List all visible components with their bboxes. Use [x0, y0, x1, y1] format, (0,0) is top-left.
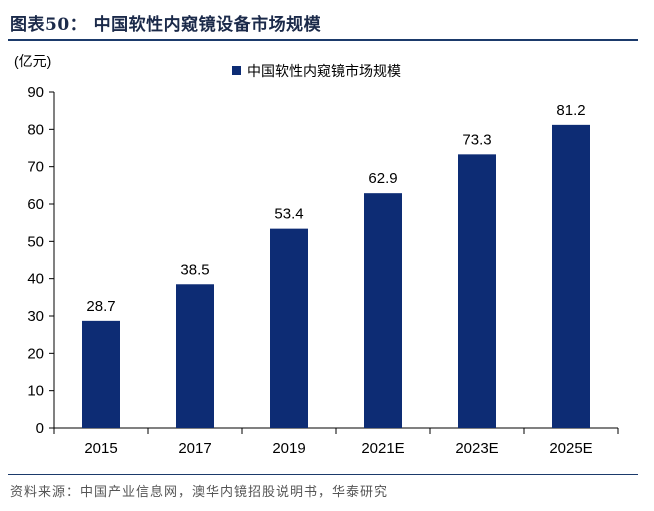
x-tick-label: 2023E	[455, 440, 498, 457]
bar	[458, 154, 496, 428]
data-label: 62.9	[368, 170, 397, 187]
y-unit-label: (亿元)	[14, 53, 51, 69]
title-rule	[8, 39, 638, 41]
y-tick-label: 20	[27, 345, 44, 362]
data-label: 53.4	[274, 206, 303, 223]
bar	[270, 228, 308, 428]
y-tick-label: 60	[27, 196, 44, 213]
y-tick-label: 70	[27, 159, 44, 176]
x-tick-label: 2015	[84, 440, 117, 457]
bar	[82, 320, 120, 428]
x-tick-label: 2025E	[549, 440, 592, 457]
bar	[176, 284, 214, 428]
bar	[552, 124, 590, 428]
y-tick-label: 90	[27, 84, 44, 101]
data-label: 81.2	[556, 102, 585, 119]
y-tick-label: 50	[27, 233, 44, 250]
data-label: 28.7	[86, 298, 115, 315]
source-note: 资料来源：中国产业信息网，澳华内镜招股说明书，华泰研究	[10, 485, 389, 500]
y-tick-label: 10	[27, 383, 44, 400]
x-tick-label: 2021E	[361, 440, 404, 457]
x-tick-label: 2019	[272, 440, 305, 457]
bar-chart: (亿元) 0 10 20 30 40 50 60 70 80 90 28.7 2015 38.5 2017 5…	[14, 53, 619, 457]
figure-title: 图表50： 中国软性内窥镜设备市场规模	[10, 15, 322, 35]
legend-label: 中国软性内窥镜市场规模	[247, 63, 401, 79]
y-tick-label: 0	[36, 420, 44, 437]
legend-swatch	[232, 66, 241, 75]
source-rule	[8, 474, 638, 475]
data-label: 38.5	[180, 261, 209, 278]
data-label: 73.3	[462, 131, 491, 148]
x-tick-label: 2017	[178, 440, 211, 457]
y-tick-label: 80	[27, 121, 44, 138]
y-tick-label: 40	[27, 271, 44, 288]
bar	[364, 193, 402, 428]
y-tick-label: 30	[27, 308, 44, 325]
